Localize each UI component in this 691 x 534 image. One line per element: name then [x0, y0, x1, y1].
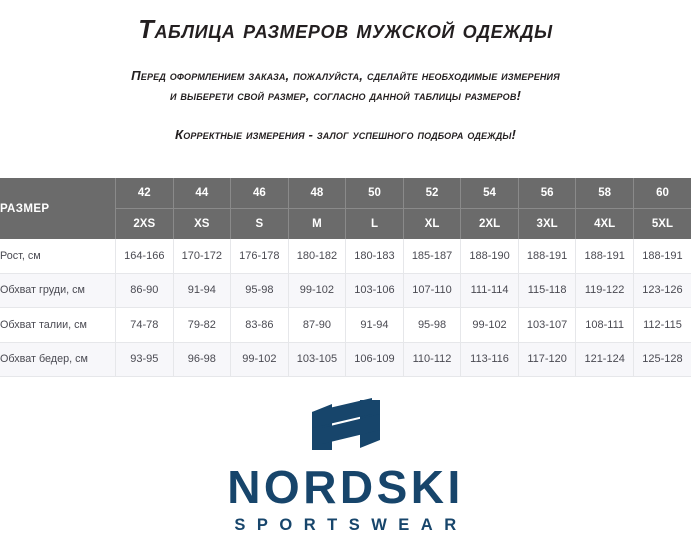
header-numeric-size: 58: [575, 178, 634, 209]
header-alpha-size: 4XL: [575, 208, 634, 239]
table-cell: 112-115: [633, 307, 691, 343]
table-cell: 176-178: [230, 239, 289, 274]
table-row: Рост, см 164-166 170-172 176-178 180-182…: [0, 239, 691, 274]
header-numeric-size: 52: [403, 178, 462, 209]
heading-block: Таблица размеров мужской одежды Перед оф…: [0, 0, 691, 145]
table-cell: 86-90: [115, 273, 174, 308]
size-table-head: РАЗМЕР 42 44 46 48 50 52 54 56 58 60 2XS…: [0, 178, 691, 239]
table-cell: 180-182: [288, 239, 347, 274]
table-cell: 93-95: [115, 342, 174, 377]
table-cell: 99-102: [230, 342, 289, 377]
table-cell: 107-110: [403, 273, 462, 308]
header-row-numeric: РАЗМЕР 42 44 46 48 50 52 54 56 58 60: [0, 178, 691, 239]
page-title: Таблица размеров мужской одежды: [138, 16, 553, 44]
table-row: Обхват талии, см 74-78 79-82 83-86 87-90…: [0, 307, 691, 343]
header-numeric-size: 60: [633, 178, 691, 209]
table-row: Обхват бедер, см 93-95 96-98 99-102 103-…: [0, 342, 691, 377]
table-corner-label: РАЗМЕР: [0, 178, 116, 239]
note-line: Корректные измерения - залог успешного п…: [174, 126, 517, 142]
intro-paragraph: Перед оформлением заказа, пожалуйста, сд…: [0, 45, 691, 106]
table-cell: 106-109: [345, 342, 404, 377]
header-numeric-size: 44: [173, 178, 232, 209]
header-alpha-size: 2XL: [460, 208, 519, 239]
size-table-body: Рост, см 164-166 170-172 176-178 180-182…: [0, 239, 691, 377]
table-cell: 119-122: [575, 273, 634, 308]
table-cell: 188-190: [460, 239, 519, 274]
size-table-container: РАЗМЕР 42 44 46 48 50 52 54 56 58 60 2XS…: [0, 178, 691, 377]
header-numeric-size: 50: [345, 178, 404, 209]
table-cell: 164-166: [115, 239, 174, 274]
row-label: Обхват бедер, см: [0, 342, 116, 377]
table-cell: 95-98: [403, 307, 462, 343]
table-cell: 91-94: [173, 273, 232, 308]
table-cell: 83-86: [230, 307, 289, 343]
table-cell: 123-126: [633, 273, 691, 308]
intro-line-2: и выберети свой размер, согласно данной …: [169, 87, 522, 103]
row-label: Рост, см: [0, 239, 116, 274]
header-alpha-size: L: [345, 208, 404, 239]
table-cell: 185-187: [403, 239, 462, 274]
intro-line-1: Перед оформлением заказа, пожалуйста, сд…: [131, 67, 560, 83]
header-alpha-size: 5XL: [633, 208, 691, 239]
brand-logo: NORDSKI SPORTSWEAR: [0, 398, 691, 534]
table-cell: 180-183: [345, 239, 404, 274]
table-cell: 188-191: [575, 239, 634, 274]
note-paragraph: Корректные измерения - залог успешного п…: [0, 106, 691, 145]
table-cell: 87-90: [288, 307, 347, 343]
brand-tagline: SPORTSWEAR: [234, 516, 468, 534]
header-alpha-size: 2XS: [115, 208, 174, 239]
header-numeric-size: 54: [460, 178, 519, 209]
table-cell: 95-98: [230, 273, 289, 308]
table-row: Обхват груди, см 86-90 91-94 95-98 99-10…: [0, 273, 691, 308]
table-cell: 108-111: [575, 307, 634, 343]
table-cell: 121-124: [575, 342, 634, 377]
table-cell: 91-94: [345, 307, 404, 343]
table-cell: 96-98: [173, 342, 232, 377]
table-cell: 99-102: [460, 307, 519, 343]
table-cell: 115-118: [518, 273, 577, 308]
header-alpha-size: M: [288, 208, 347, 239]
table-cell: 113-116: [460, 342, 519, 377]
table-cell: 188-191: [633, 239, 691, 274]
table-cell: 103-107: [518, 307, 577, 343]
table-cell: 111-114: [460, 273, 519, 308]
header-numeric-size: 48: [288, 178, 347, 209]
row-label: Обхват груди, см: [0, 273, 116, 308]
header-alpha-size: S: [230, 208, 289, 239]
table-cell: 110-112: [403, 342, 462, 377]
table-cell: 103-105: [288, 342, 347, 377]
header-numeric-size: 56: [518, 178, 577, 209]
table-cell: 79-82: [173, 307, 232, 343]
table-cell: 74-78: [115, 307, 174, 343]
header-row-alpha: 2XS XS S M L XL 2XL 3XL 4XL 5XL: [0, 208, 691, 239]
header-numeric-size: 46: [230, 178, 289, 209]
size-table: РАЗМЕР 42 44 46 48 50 52 54 56 58 60 2XS…: [0, 178, 691, 377]
table-cell: 170-172: [173, 239, 232, 274]
header-alpha-size: 3XL: [518, 208, 577, 239]
header-alpha-size: XS: [173, 208, 232, 239]
table-cell: 99-102: [288, 273, 347, 308]
table-cell: 188-191: [518, 239, 577, 274]
nordski-n-mark-icon: [311, 398, 380, 450]
table-cell: 125-128: [633, 342, 691, 377]
header-alpha-size: XL: [403, 208, 462, 239]
table-cell: 103-106: [345, 273, 404, 308]
table-cell: 117-120: [518, 342, 577, 377]
header-numeric-size: 42: [115, 178, 174, 209]
brand-wordmark: NORDSKI: [227, 461, 464, 513]
row-label: Обхват талии, см: [0, 307, 116, 343]
